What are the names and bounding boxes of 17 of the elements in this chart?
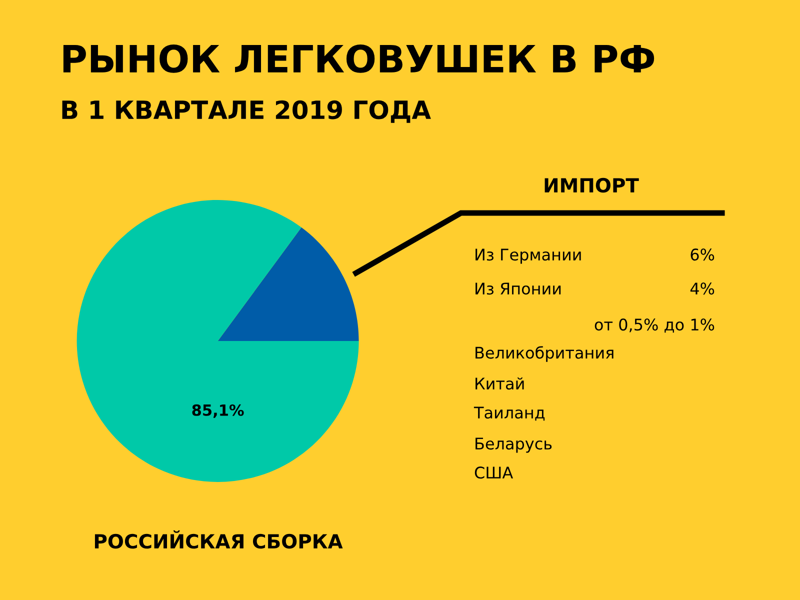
chart-title: РЫНОК ЛЕГКОВУШЕК В РФ bbox=[63, 44, 654, 73]
slice-label: ИМПОРТ bbox=[544, 178, 639, 193]
chart-subtitle: В 1 КВАРТАЛЕ 2019 ГОДА bbox=[62, 100, 431, 123]
text: Из Германии bbox=[476, 248, 581, 264]
text: Беларусь bbox=[476, 438, 552, 453]
text: Из Японии bbox=[476, 282, 561, 295]
text: Великобритания bbox=[476, 346, 614, 362]
pie-slice bbox=[218, 227, 359, 341]
text: Китай bbox=[476, 377, 524, 390]
text: 4% bbox=[690, 282, 714, 295]
data-label: 85,1% bbox=[192, 404, 244, 418]
text: от 0,5% до 1% bbox=[594, 318, 714, 333]
text: Таиланд bbox=[474, 406, 545, 421]
text: 6% bbox=[690, 248, 714, 261]
pie-slice bbox=[76, 200, 359, 482]
slice-label: РОССИЙСКАЯ СБОРКА bbox=[94, 530, 343, 549]
text: США bbox=[474, 466, 514, 479]
